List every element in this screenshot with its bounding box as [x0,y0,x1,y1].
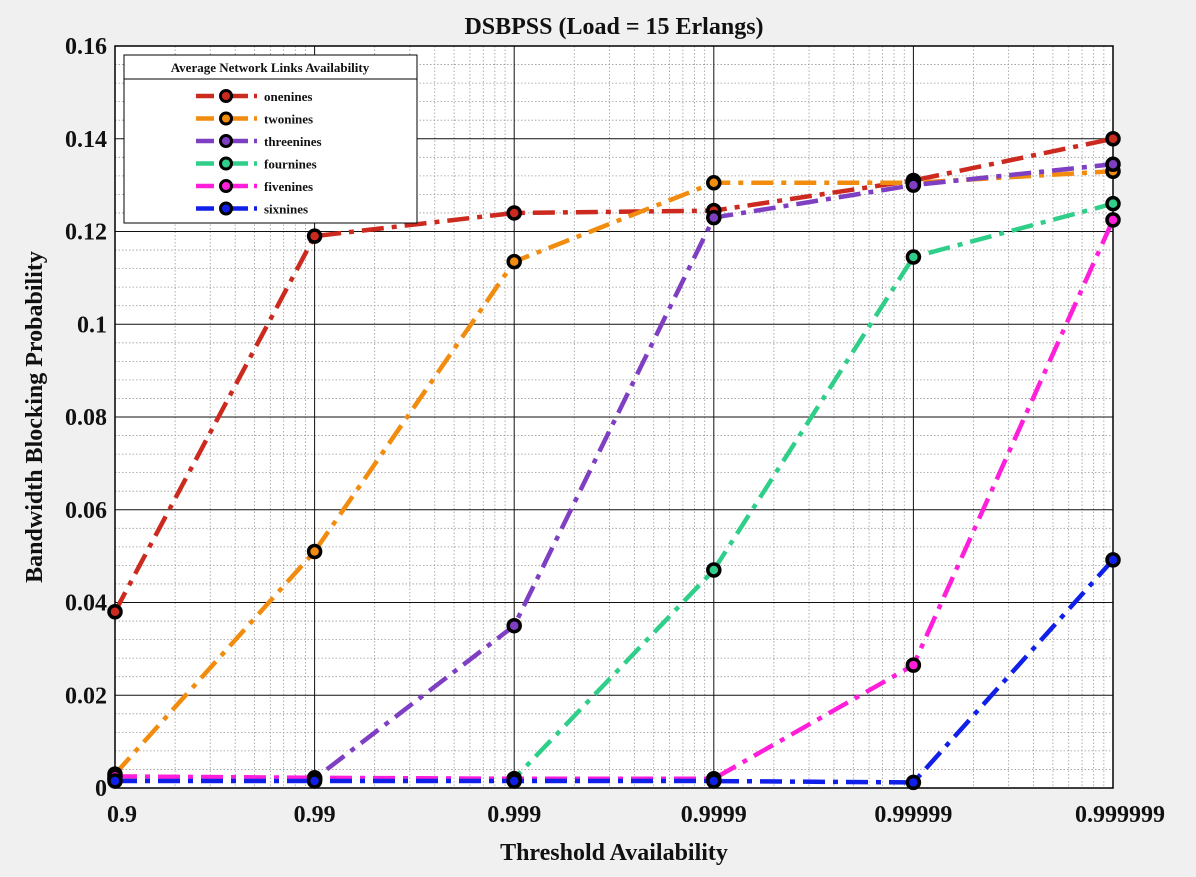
x-tick-label: 0.99 [294,802,336,828]
legend-label-twonines: twonines [264,112,313,127]
y-tick-label: 0.06 [65,498,107,524]
legend-label-fivenines: fivenines [264,179,313,194]
series-line-fournines [115,201,1114,781]
data-point-sixnines [1105,552,1121,568]
legend-title: Average Network Links Availability [171,60,370,75]
legend-swatch-marker [219,111,233,126]
x-tick-label: 0.9 [107,802,137,828]
y-tick-label: 0.04 [65,591,107,617]
y-tick-label: 0.12 [65,220,107,246]
data-point-fournines [905,249,922,265]
x-tick-label: 0.999 [487,802,541,828]
data-point-sixnines [306,773,323,789]
y-tick-label: 0.1 [77,312,107,338]
legend-item-fivenines: fivenines [196,179,313,194]
x-tick-label: 0.999999 [1075,802,1165,828]
data-point-twonines [306,543,323,560]
data-point-threenines [706,209,722,226]
y-tick-label: 0.14 [65,127,107,153]
chart-title: DSBPSS (Load = 15 Erlangs) [464,14,763,40]
data-point-twonines [506,253,522,270]
data-point-fournines [706,562,722,578]
data-point-onenines [306,228,323,244]
legend-item-twonines: twonines [196,111,313,127]
data-point-fournines [1105,195,1121,212]
series-line-threenines [115,162,1114,781]
legend-items: onenines twonines threenines fournines fiven… [196,89,322,217]
data-point-sixnines [905,774,922,791]
data-point-twonines [706,175,722,191]
series-line-twonines [113,168,1114,776]
data-point-threenines [1105,156,1121,173]
legend-swatch-marker [219,201,233,216]
legend-item-fournines: fournines [196,156,317,172]
data-point-onenines [1105,131,1121,147]
data-point-fivenines [1105,212,1121,228]
data-point-fivenines [905,657,922,673]
y-tick-label: 0.02 [65,683,107,709]
legend-swatch-marker [219,89,233,103]
legend-swatch-marker [219,156,233,171]
y-tick-label: 0.16 [65,34,107,60]
x-tick-label: 0.99999 [874,802,952,828]
data-point-onenines [107,604,123,620]
y-tick-labels: 0 0.02 0.04 0.06 0.08 0.1 0.12 0.14 0.16 [65,34,107,802]
y-axis-label: Bandwidth Blocking Probability [22,251,48,583]
legend-label-onenines: onenines [264,89,312,104]
plot-frame [114,45,1114,789]
data-point-sixnines [107,773,123,789]
data-point-sixnines [506,773,522,789]
legend: Average Network Links Availability oneni… [123,54,418,224]
x-tick-labels: 0.9 0.99 0.999 0.9999 0.99999 0.999999 [107,802,1165,828]
x-axis-label: Threshold Availability [500,840,728,866]
legend-label-fournines: fournines [264,157,317,172]
legend-swatch-marker [219,179,233,193]
data-point-onenines [506,205,522,221]
y-tick-label: 0 [95,776,107,802]
legend-swatch-marker [219,134,233,148]
legend-label-threenines: threenines [264,134,322,149]
series-line-onenines [113,136,1114,613]
legend-label-sixnines: sixnines [264,202,308,217]
legend-item-threenines: threenines [196,134,322,149]
data-point-threenines [506,617,522,634]
series-group [107,131,1121,791]
data-point-threenines [905,177,922,193]
legend-box [123,54,418,224]
legend-item-sixnines: sixnines [196,201,308,217]
series-line-fivenines [114,218,1116,781]
x-tick-label: 0.9999 [681,802,747,828]
data-point-sixnines [706,773,722,789]
y-tick-label: 0.08 [65,405,107,431]
legend-item-onenines: onenines [196,89,312,104]
series-sixnines [107,552,1121,791]
series-line-sixnines [115,558,1115,785]
